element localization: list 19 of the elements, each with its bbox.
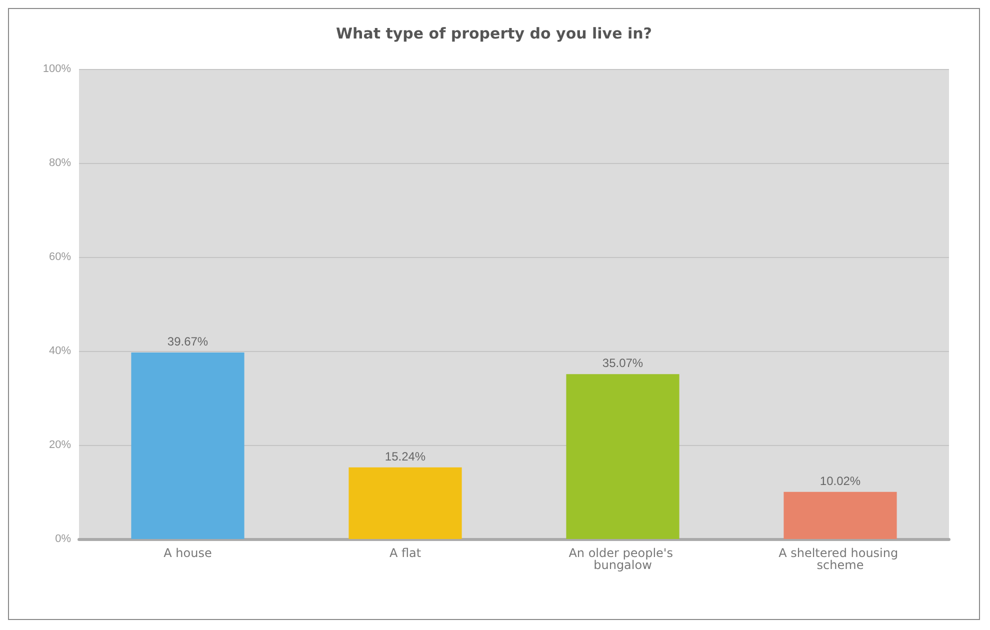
bar bbox=[566, 374, 680, 539]
chart-title: What type of property do you live in? bbox=[336, 24, 652, 42]
y-tick-label: 100% bbox=[42, 63, 72, 75]
bar bbox=[348, 467, 462, 539]
y-tick-label: 80% bbox=[48, 157, 72, 169]
x-tick-label: A flat bbox=[389, 546, 422, 560]
y-tick-label: 0% bbox=[55, 533, 72, 545]
data-label: 39.67% bbox=[167, 334, 208, 349]
y-tick-label: 60% bbox=[48, 251, 72, 263]
y-tick-label: 20% bbox=[48, 439, 72, 451]
bar bbox=[784, 492, 897, 539]
x-tick-label: A sheltered housing scheme bbox=[778, 546, 902, 572]
data-label: 35.07% bbox=[602, 356, 644, 370]
bar bbox=[131, 352, 244, 539]
x-tick-label: An older people's bungalow bbox=[568, 546, 677, 572]
y-tick-label: 40% bbox=[48, 345, 72, 357]
data-label: 15.24% bbox=[384, 449, 426, 464]
data-label: 10.02% bbox=[820, 474, 861, 488]
x-tick-label: A house bbox=[164, 546, 212, 560]
